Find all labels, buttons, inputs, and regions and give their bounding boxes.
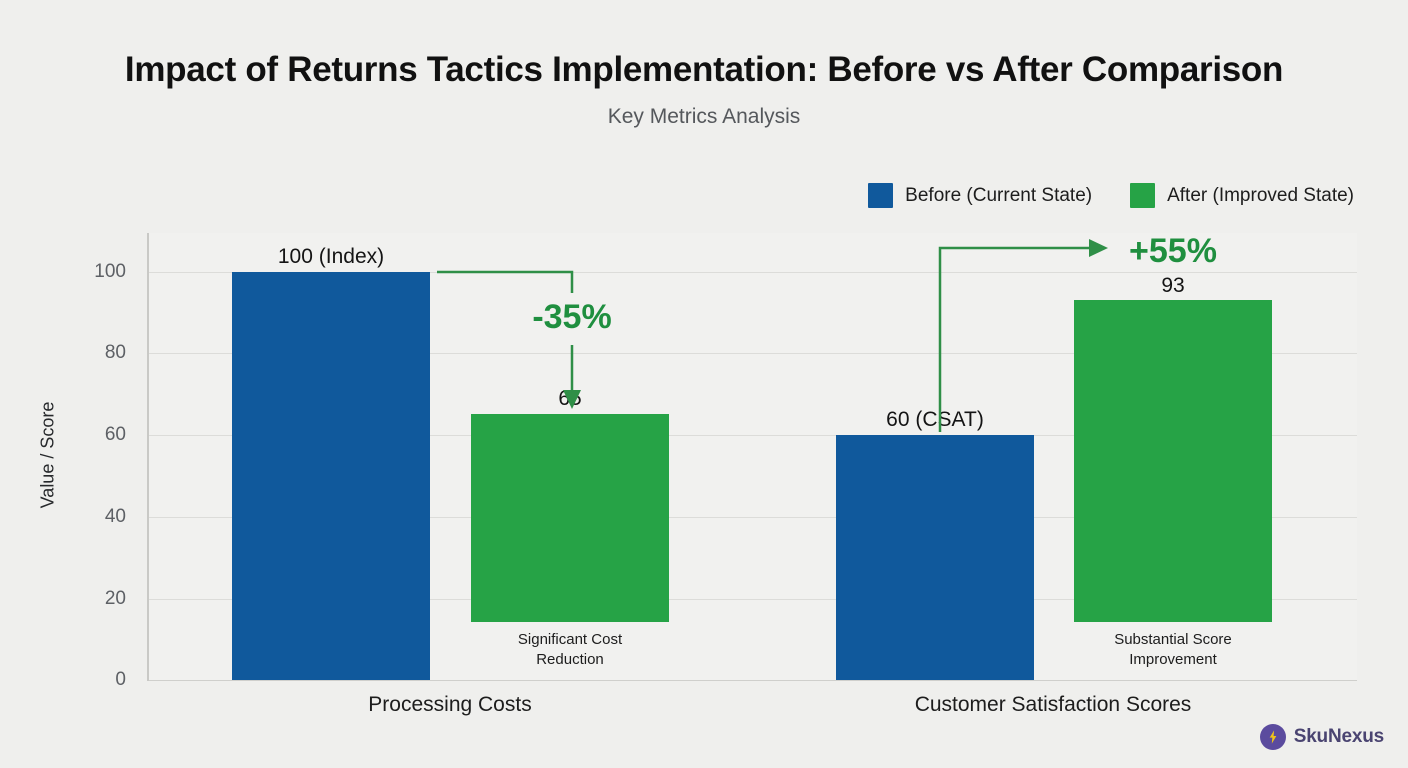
chart-title: Impact of Returns Tactics Implementation… <box>124 50 1284 89</box>
legend-item-after[interactable]: After (Improved State) <box>1130 183 1354 208</box>
bar-value-customer-satisfaction-after: 93 <box>1161 274 1185 297</box>
bar-processing-costs-before[interactable] <box>232 272 430 680</box>
y-axis-line <box>147 233 149 681</box>
legend-label-after: After (Improved State) <box>1167 184 1354 206</box>
ytick-label-20: 20 <box>104 588 126 609</box>
ytick-label-0: 0 <box>115 669 126 690</box>
gridline-80 <box>149 353 1357 354</box>
bar-value-customer-satisfaction-before: 60 (CSAT) <box>886 408 984 431</box>
legend-item-before[interactable]: Before (Current State) <box>868 183 1092 208</box>
category-label-customer-satisfaction: Customer Satisfaction Scores <box>914 693 1192 716</box>
chart-legend: Before (Current State) After (Improved S… <box>868 183 1354 208</box>
bar-customer-satisfaction-after[interactable] <box>1074 300 1272 622</box>
brand-logo: SkuNexus <box>1259 724 1384 750</box>
y-axis-title: Value / Score <box>37 401 58 509</box>
ytick-label-80: 80 <box>104 342 126 363</box>
gridline-40 <box>149 517 1357 518</box>
legend-swatch-before-icon <box>868 183 894 208</box>
chart-subtitle: Key Metrics Analysis <box>607 105 801 128</box>
annotation-label-customer-satisfaction: +55% <box>1129 232 1217 270</box>
bar-value-processing-costs-before: 100 (Index) <box>277 245 385 268</box>
bar-caption-processing-costs: Significant Cost Reduction <box>517 631 623 668</box>
annotation-label-processing-costs: -35% <box>532 298 612 336</box>
gridline-0 <box>149 680 1357 681</box>
gridline-100 <box>149 272 1357 273</box>
brand-name: SkuNexus <box>1293 726 1384 747</box>
bar-caption-customer-satisfaction: Substantial Score Improvement <box>1114 631 1232 668</box>
legend-label-before: Before (Current State) <box>905 184 1093 206</box>
gridline-60 <box>149 435 1357 436</box>
gridline-20 <box>149 599 1357 600</box>
bar-value-processing-costs-after: 65 <box>558 387 582 410</box>
ytick-label-40: 40 <box>104 506 126 527</box>
bar-processing-costs-after[interactable] <box>471 414 669 622</box>
bar-customer-satisfaction-before[interactable] <box>836 435 1034 680</box>
legend-swatch-after-icon <box>1130 183 1156 208</box>
ytick-label-100: 100 <box>94 261 126 282</box>
ytick-label-60: 60 <box>104 424 126 445</box>
lightning-bolt-icon <box>1259 724 1286 750</box>
category-label-processing-costs: Processing Costs <box>368 693 532 716</box>
